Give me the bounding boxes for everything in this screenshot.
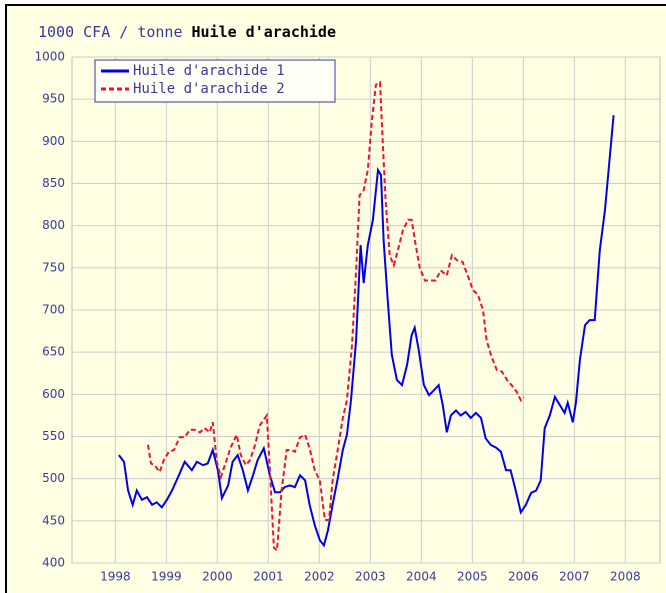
y-tick-label: 950 xyxy=(42,92,65,106)
y-tick-label: 650 xyxy=(42,345,65,359)
x-tick-label: 2006 xyxy=(508,570,539,584)
x-tick-label: 2004 xyxy=(406,570,437,584)
grid: 400 450 500 550 600 650 700 750 800 850 900 950 1000… xyxy=(34,50,661,584)
x-tick-label: 2005 xyxy=(457,570,488,584)
y-tick-label: 600 xyxy=(42,387,65,401)
x-tick-label: 2001 xyxy=(253,570,284,584)
y-tick-label: 550 xyxy=(42,429,65,443)
legend: Huile d'arachide 1 Huile d'arachide 2 xyxy=(94,59,336,103)
series-line xyxy=(118,115,615,548)
y-tick-label: 750 xyxy=(42,260,65,274)
y-tick-label: 800 xyxy=(42,218,65,232)
legend-label: Huile d'arachide 1 xyxy=(133,63,285,79)
x-tick-label: 2007 xyxy=(559,570,590,584)
y-tick-label: 1000 xyxy=(34,50,65,64)
x-tick-label: 1998 xyxy=(100,570,131,584)
lines xyxy=(118,80,615,553)
chart-title: Huile d'arachide xyxy=(192,23,337,41)
y-axis-label: 1000 CFA / tonne xyxy=(38,23,183,41)
x-tick-label: 2002 xyxy=(304,570,335,584)
x-tick-label: 1999 xyxy=(151,570,182,584)
chart-frame xyxy=(5,4,666,593)
series-line xyxy=(147,80,525,553)
legend-box xyxy=(94,59,336,103)
x-tick-label: 2008 xyxy=(610,570,641,584)
y-tick-label: 850 xyxy=(42,176,65,190)
chart-heading: 1000 CFA / tonne Huile d'arachide xyxy=(38,23,336,41)
y-tick-label: 400 xyxy=(42,556,65,570)
x-tick-label: 2003 xyxy=(355,570,386,584)
y-tick-label: 500 xyxy=(42,471,65,485)
y-tick-label: 700 xyxy=(42,303,65,317)
y-tick-label: 900 xyxy=(42,134,65,148)
y-tick-label: 450 xyxy=(42,513,65,527)
x-tick-label: 2000 xyxy=(202,570,233,584)
legend-label: Huile d'arachide 2 xyxy=(133,81,285,97)
